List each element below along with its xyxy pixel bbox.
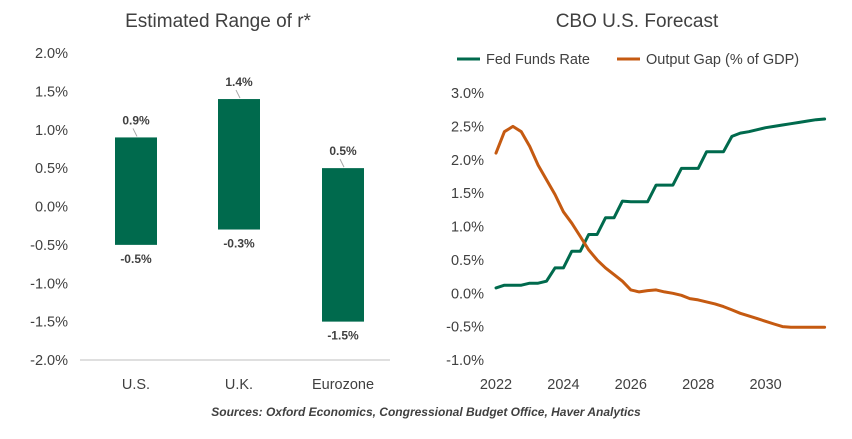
left-y-tick-label: -1.5% (30, 315, 68, 331)
high-value-label: 0.5% (329, 144, 357, 158)
output-gap-line (494, 124, 827, 329)
right-y-tick-label: 1.5% (451, 186, 484, 202)
left-x-categories: U.S. U.K. Eurozone (122, 377, 374, 393)
right-y-tick-label: -0.5% (446, 320, 484, 336)
left-y-tick-label: -1.0% (30, 276, 68, 292)
x-category-label: U.S. (122, 377, 150, 393)
left-chart: Estimated Range of r* 2.0%1.5%1.0%0.5%0.… (30, 11, 390, 393)
high-value-label: 1.4% (225, 75, 253, 89)
right-x-tick-label: 2028 (682, 377, 714, 393)
low-value-label: -0.5% (120, 252, 152, 266)
right-x-tick-label: 2026 (615, 377, 647, 393)
high-label-leader (339, 158, 345, 168)
left-y-tick-label: 0.5% (35, 161, 68, 177)
left-bars: 0.9% -0.5% 1.4% -0.3% 0.5% -1.5% (115, 75, 364, 343)
high-value-label: 0.9% (122, 113, 150, 127)
range-bar (115, 137, 157, 245)
right-chart: CBO U.S. Forecast Fed Funds Rate Output … (446, 11, 827, 393)
right-series-lines (494, 117, 827, 329)
right-y-tick-label: 3.0% (451, 86, 484, 102)
left-y-axis-ticks: 2.0% 1.5% 1.0% 0.5% 0.0% -0.5% -1.0% -1.5% -2.0% (30, 46, 68, 369)
left-chart-title: Estimated Range of r* (125, 11, 311, 32)
right-y-tick-label: 2.0% (451, 153, 484, 169)
right-y-tick-label: 0.0% (451, 286, 484, 302)
left-y-tick-label: 1.5% (35, 84, 68, 100)
x-category-label: U.K. (225, 377, 253, 393)
fed-funds-rate-line (494, 117, 827, 290)
x-category-label: Eurozone (312, 377, 374, 393)
legend-label-output-gap: Output Gap (% of GDP) (646, 52, 799, 68)
right-y-axis-ticks: 3.0% 2.5% 2.0% 1.5% 1.0% 0.5% 0.0% -0.5% -1.0% (446, 86, 484, 369)
low-value-label: -1.5% (327, 329, 359, 343)
right-x-tick-label: 2030 (749, 377, 781, 393)
right-y-tick-label: 2.5% (451, 119, 484, 135)
right-chart-title: CBO U.S. Forecast (556, 11, 719, 32)
high-label-leader (132, 128, 138, 137)
left-y-tick-label: -0.5% (30, 238, 68, 254)
source-note: Sources: Oxford Economics, Congressional… (211, 405, 641, 419)
right-y-tick-label: 0.5% (451, 253, 484, 269)
legend: Fed Funds Rate Output Gap (% of GDP) (457, 52, 799, 68)
left-y-tick-label: 2.0% (35, 46, 68, 62)
left-y-tick-label: -2.0% (30, 353, 68, 369)
right-x-tick-label: 2022 (480, 377, 512, 393)
right-x-tick-label: 2024 (547, 377, 579, 393)
right-y-tick-label: -1.0% (446, 353, 484, 369)
legend-label-fed-funds: Fed Funds Rate (486, 52, 590, 68)
right-y-tick-label: 1.0% (451, 220, 484, 236)
high-label-leader (235, 89, 241, 99)
range-bar (218, 99, 260, 230)
range-bar (322, 168, 364, 322)
low-value-label: -0.3% (223, 237, 255, 251)
left-y-tick-label: 1.0% (35, 123, 68, 139)
left-y-tick-label: 0.0% (35, 200, 68, 216)
right-x-axis-ticks: 2022 2024 2026 2028 2030 (480, 377, 782, 393)
